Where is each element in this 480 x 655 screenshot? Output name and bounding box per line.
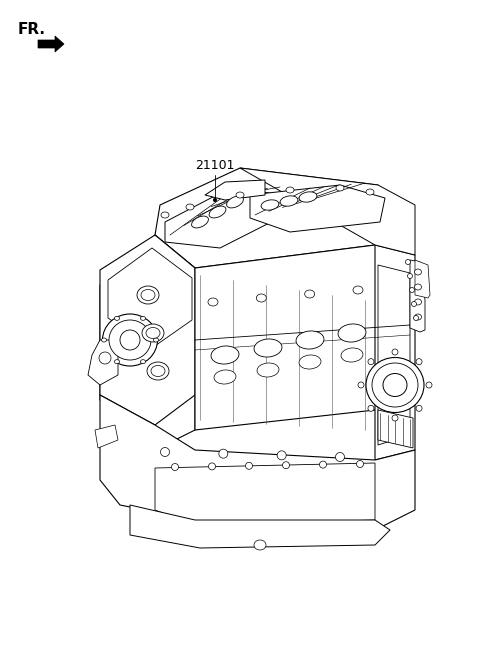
Polygon shape [240, 168, 415, 255]
Ellipse shape [283, 462, 289, 469]
Ellipse shape [426, 382, 432, 388]
Ellipse shape [392, 415, 398, 421]
Ellipse shape [406, 259, 410, 265]
Ellipse shape [213, 198, 217, 202]
Polygon shape [250, 185, 385, 232]
Polygon shape [100, 235, 195, 450]
Ellipse shape [227, 196, 243, 208]
Polygon shape [165, 188, 285, 248]
Ellipse shape [256, 294, 266, 302]
Ellipse shape [353, 286, 363, 294]
Ellipse shape [161, 212, 169, 218]
Ellipse shape [147, 362, 169, 380]
Ellipse shape [208, 463, 216, 470]
Ellipse shape [137, 286, 159, 304]
Polygon shape [88, 340, 118, 385]
Ellipse shape [416, 405, 422, 411]
Polygon shape [378, 265, 410, 445]
Ellipse shape [411, 301, 417, 307]
Ellipse shape [214, 370, 236, 384]
Ellipse shape [209, 206, 226, 218]
Ellipse shape [141, 360, 145, 364]
Ellipse shape [415, 299, 421, 305]
Polygon shape [205, 180, 265, 200]
Ellipse shape [142, 324, 164, 342]
Ellipse shape [146, 328, 160, 339]
Text: FR.: FR. [18, 22, 46, 37]
Ellipse shape [415, 269, 421, 275]
Ellipse shape [341, 348, 363, 362]
Ellipse shape [219, 449, 228, 458]
Ellipse shape [415, 284, 421, 290]
Ellipse shape [208, 298, 218, 306]
Ellipse shape [261, 200, 279, 210]
Ellipse shape [372, 363, 418, 407]
Polygon shape [108, 248, 192, 348]
Ellipse shape [254, 540, 266, 550]
Ellipse shape [358, 382, 364, 388]
Polygon shape [130, 505, 390, 548]
Ellipse shape [254, 339, 282, 357]
Ellipse shape [277, 451, 286, 460]
Polygon shape [100, 235, 195, 425]
Ellipse shape [101, 338, 107, 342]
Ellipse shape [120, 330, 140, 350]
Ellipse shape [286, 187, 294, 193]
Ellipse shape [115, 360, 120, 364]
Ellipse shape [392, 349, 398, 355]
Ellipse shape [109, 320, 151, 360]
Polygon shape [410, 260, 425, 332]
Ellipse shape [151, 365, 165, 377]
Ellipse shape [416, 359, 422, 365]
Ellipse shape [160, 447, 169, 457]
Ellipse shape [115, 316, 120, 320]
Ellipse shape [320, 461, 326, 468]
Ellipse shape [186, 204, 194, 210]
Ellipse shape [366, 189, 374, 195]
Ellipse shape [211, 346, 239, 364]
Ellipse shape [236, 192, 244, 198]
Ellipse shape [357, 460, 363, 468]
Ellipse shape [338, 324, 366, 342]
Polygon shape [100, 395, 415, 530]
Ellipse shape [336, 453, 345, 462]
Ellipse shape [299, 355, 321, 369]
Ellipse shape [154, 338, 158, 342]
Ellipse shape [257, 363, 279, 377]
Ellipse shape [408, 274, 412, 278]
Polygon shape [375, 245, 415, 460]
Ellipse shape [368, 405, 374, 411]
Polygon shape [155, 168, 390, 268]
Ellipse shape [299, 192, 317, 202]
Ellipse shape [413, 316, 419, 320]
Ellipse shape [305, 290, 315, 298]
Ellipse shape [141, 290, 155, 301]
Ellipse shape [245, 462, 252, 469]
Ellipse shape [336, 185, 344, 191]
Ellipse shape [280, 196, 298, 206]
Polygon shape [95, 425, 118, 448]
Ellipse shape [141, 316, 145, 320]
Ellipse shape [415, 314, 421, 320]
Ellipse shape [192, 216, 208, 228]
Text: 21101: 21101 [195, 159, 235, 172]
Ellipse shape [368, 359, 374, 365]
Ellipse shape [103, 314, 157, 366]
Polygon shape [415, 260, 430, 298]
Polygon shape [38, 36, 64, 52]
Ellipse shape [409, 288, 415, 293]
Ellipse shape [99, 352, 111, 364]
Ellipse shape [366, 358, 424, 413]
Polygon shape [155, 463, 375, 525]
Polygon shape [378, 410, 413, 448]
Ellipse shape [296, 331, 324, 349]
Polygon shape [195, 245, 410, 430]
Ellipse shape [383, 373, 407, 396]
Ellipse shape [171, 464, 179, 470]
